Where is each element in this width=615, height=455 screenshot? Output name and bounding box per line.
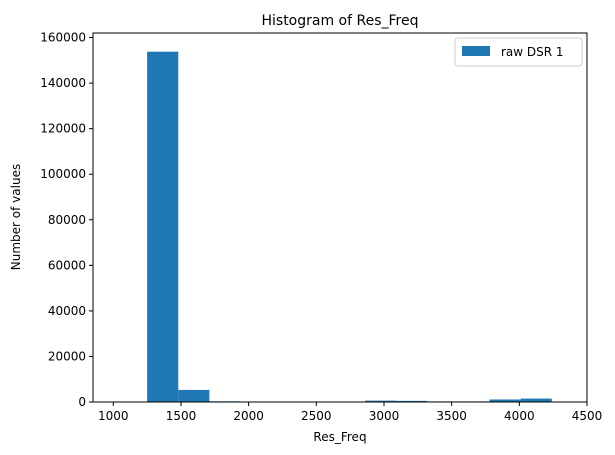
x-axis-label: Res_Freq [313, 430, 366, 444]
histogram-bar-1 [178, 389, 210, 402]
bars-group [147, 51, 552, 403]
y-tick-label-1: 20000 [48, 349, 86, 363]
x-tick-label-0: 1000 [98, 409, 129, 423]
x-tick-label-6: 4000 [504, 409, 535, 423]
legend: raw DSR 1 [454, 37, 583, 67]
chart-title: Histogram of Res_Freq [261, 13, 418, 29]
legend-label: raw DSR 1 [501, 45, 564, 59]
y-tick-label-6: 120000 [40, 122, 86, 136]
y-tick-label-8: 160000 [40, 31, 86, 45]
y-tick-label-0: 0 [78, 395, 86, 409]
y-axis-ticks: 0 20000 40000 60000 80000 100000 120000 140000 1… [40, 31, 93, 409]
histogram-bar-8 [396, 400, 428, 402]
legend-swatch [462, 46, 490, 56]
y-axis-label: Number of values [9, 164, 23, 270]
x-tick-label-2: 2000 [233, 409, 264, 423]
histogram-bar-7 [365, 400, 397, 402]
x-tick-label-7: 4500 [572, 409, 603, 423]
histogram-bar-0 [147, 51, 179, 403]
y-tick-label-7: 140000 [40, 76, 86, 90]
x-tick-label-3: 2500 [301, 409, 332, 423]
y-tick-label-3: 60000 [48, 258, 86, 272]
y-tick-label-5: 100000 [40, 167, 86, 181]
histogram-bar-11 [489, 399, 521, 402]
y-tick-label-2: 40000 [48, 304, 86, 318]
x-axis-ticks: 1000 1500 2000 2500 3000 3500 4000 4500 [98, 402, 602, 423]
legend-frame [454, 37, 583, 67]
y-tick-label-4: 80000 [48, 213, 86, 227]
x-tick-label-4: 3000 [369, 409, 400, 423]
x-tick-label-1: 1500 [166, 409, 197, 423]
plot-frame [92, 32, 588, 403]
x-tick-label-5: 3500 [436, 409, 467, 423]
histogram-bar-12 [520, 398, 552, 402]
